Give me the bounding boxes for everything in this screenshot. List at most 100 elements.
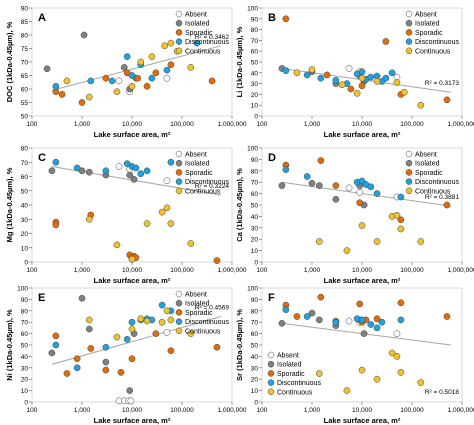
data-point-sporadic (128, 355, 136, 363)
panel-letter: A (38, 12, 46, 24)
legend-marker (175, 309, 183, 316)
x-tick-label: 100,000 (170, 121, 194, 128)
data-point-discontinuous (123, 53, 131, 60)
data-point-continuous (293, 69, 301, 77)
data-point-sporadic (117, 369, 125, 376)
data-point-isolated (48, 349, 56, 357)
r-squared-label: R² = 0.3462 (195, 34, 230, 41)
y-tick-label: 20 (251, 92, 259, 99)
data-point-sporadic (293, 313, 301, 320)
data-point-isolated (48, 167, 56, 175)
data-point-continuous (373, 375, 381, 383)
y-tick-label: 60 (251, 191, 259, 198)
y-tick-label: 40 (251, 70, 259, 77)
data-point-absent (163, 177, 171, 185)
y-tick-label: 40 (21, 354, 29, 361)
legend-entry: Absent (185, 12, 207, 19)
y-tick-label: 0 (24, 400, 28, 407)
data-point-isolated (80, 31, 88, 39)
data-point-continuous (167, 316, 175, 324)
data-point-absent (345, 65, 353, 72)
data-point-continuous (167, 220, 175, 227)
legend-marker (405, 10, 413, 18)
data-point-continuous (388, 349, 396, 357)
data-point-discontinuous (123, 335, 131, 343)
data-point-discontinuous (367, 73, 375, 81)
y-tick-label: 90 (21, 297, 29, 304)
data-point-sporadic (317, 293, 325, 301)
data-point-continuous (113, 88, 121, 96)
y-tick-label: 85 (21, 19, 29, 26)
x-tick-label: 100,000 (400, 267, 424, 274)
data-point-continuous (393, 79, 401, 86)
legend-marker (405, 47, 413, 55)
x-tick-label: 1,000 (74, 121, 91, 128)
y-axis-label: Ni (1kDa-0.45µm), % (5, 309, 14, 381)
y-tick-label: 20 (251, 237, 259, 244)
y-tick-label: 90 (251, 16, 259, 23)
data-point-discontinuous (52, 82, 60, 90)
data-point-isolated (315, 316, 323, 324)
data-point-continuous (373, 78, 381, 85)
data-point-discontinuous (358, 316, 366, 324)
y-tick-label: 80 (21, 146, 29, 153)
data-point-isolated (278, 319, 286, 327)
y-tick-label: 0 (254, 260, 258, 267)
x-tick-label: 1,000 (74, 267, 91, 274)
data-point-continuous (143, 317, 151, 325)
data-point-sporadic (78, 99, 86, 106)
r-squared-label: R² = 0.5018 (425, 389, 460, 396)
r-squared-label: R² = 0.3173 (425, 80, 460, 87)
y-tick-label: 60 (21, 174, 29, 181)
data-point-discontinuous (102, 167, 110, 175)
legend-entry: Sporadic (185, 310, 213, 317)
y-tick-label: 50 (251, 60, 259, 67)
data-point-discontinuous (108, 77, 116, 85)
data-point-discontinuous (373, 324, 381, 332)
data-point-continuous (163, 307, 171, 315)
data-point-continuous (148, 53, 156, 60)
data-point-discontinuous (373, 190, 381, 197)
legend-marker (175, 178, 183, 185)
data-point-sporadic (356, 300, 364, 308)
legend-entry: Isolated (415, 161, 440, 168)
y-tick-label: 80 (251, 308, 259, 315)
data-point-isolated (85, 168, 93, 176)
x-tick-label: 100 (257, 407, 268, 414)
data-point-absent (393, 330, 401, 337)
y-tick-label: 20 (21, 231, 29, 238)
legend-entry: Absent (185, 292, 207, 299)
y-tick-label: 60 (21, 331, 29, 338)
data-point-sporadic (443, 313, 451, 320)
legend-marker (267, 379, 275, 386)
x-tick-label: 100 (257, 121, 268, 128)
data-point-discontinuous (52, 341, 60, 349)
legend-marker (405, 159, 413, 167)
legend-entry: Sporadic (415, 30, 443, 37)
legend-entry: Sporadic (185, 170, 213, 177)
data-point-sporadic (373, 315, 381, 323)
y-tick-label: 10 (251, 248, 259, 255)
data-point-continuous (397, 369, 405, 376)
x-tick-label: 1,000 (74, 407, 91, 414)
y-tick-label: 40 (251, 214, 259, 221)
y-tick-label: 30 (251, 225, 259, 232)
data-point-discontinuous (367, 183, 375, 191)
data-point-sporadic (102, 74, 110, 82)
data-point-continuous (85, 215, 93, 223)
data-point-continuous (113, 241, 121, 249)
data-point-continuous (128, 255, 136, 263)
trend-line (51, 316, 222, 365)
legend-entry: Isolated (415, 21, 440, 28)
data-point-sporadic (382, 38, 390, 45)
x-tick-label: 100 (27, 407, 38, 414)
data-point-isolated (85, 325, 93, 333)
x-axis-label: Lake surface area, m² (94, 416, 171, 425)
legend-marker (175, 29, 183, 36)
y-tick-label: 70 (21, 320, 29, 327)
legend-marker (405, 169, 413, 176)
legend-entry: Discontinuous (415, 179, 459, 186)
y-axis-label: Ca (1kDa-0.45µm), % (235, 168, 244, 242)
data-point-continuous (417, 379, 425, 386)
data-point-continuous (158, 208, 166, 216)
